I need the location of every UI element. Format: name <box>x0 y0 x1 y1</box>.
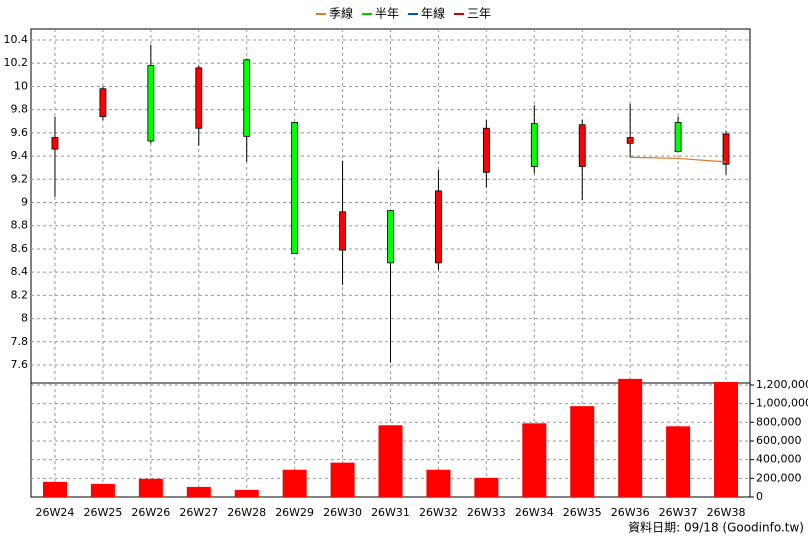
candle-body <box>482 127 490 173</box>
candle-body <box>674 122 682 152</box>
x-tick-label: 26W35 <box>563 506 602 519</box>
candle-body <box>195 67 203 129</box>
y-tick-label: 9.4 <box>11 149 29 162</box>
candle-body <box>51 137 59 150</box>
legend-label: 半年 <box>375 7 399 21</box>
volume-bar <box>42 481 67 497</box>
y-tick-label: 9.8 <box>11 103 29 116</box>
candle-body <box>578 124 586 167</box>
volume-bar <box>522 423 547 497</box>
y-tick-label: 10.4 <box>4 33 29 46</box>
y-tick-label: 9 <box>21 196 28 209</box>
volume-bar <box>474 477 499 497</box>
volume-bar <box>282 469 307 497</box>
candle-body <box>722 133 730 165</box>
y-tick-label: 10 <box>14 79 28 92</box>
volume-bar <box>426 469 451 497</box>
candle-body <box>243 59 251 137</box>
x-tick-label: 26W27 <box>179 506 218 519</box>
x-tick-label: 26W25 <box>83 506 122 519</box>
y-tick-label: 8.4 <box>11 265 29 278</box>
y2-tick-label: 400,000 <box>756 453 802 466</box>
y-tick-label: 8.6 <box>11 242 29 255</box>
x-tick-label: 26W32 <box>419 506 458 519</box>
volume-bar <box>186 486 211 497</box>
legend-label: 季線 <box>329 6 353 21</box>
y-tick-label: 8.8 <box>11 219 29 232</box>
y2-tick-label: 600,000 <box>756 434 802 447</box>
x-tick-label: 26W33 <box>467 506 506 519</box>
legend-label: 三年 <box>467 7 491 21</box>
x-tick-label: 26W30 <box>323 506 362 519</box>
candle-body <box>435 190 442 264</box>
y-tick-label: 7.6 <box>11 358 29 371</box>
x-tick-label: 26W38 <box>707 506 746 519</box>
y-tick-label: 7.8 <box>11 335 29 348</box>
volume-bar <box>666 426 691 497</box>
candle-body <box>99 88 107 118</box>
volume-bar <box>138 478 163 497</box>
y-tick-label: 9.6 <box>11 126 29 139</box>
x-tick-label: 26W24 <box>36 506 75 519</box>
x-tick-label: 26W36 <box>611 506 650 519</box>
y2-tick-label: 200,000 <box>756 471 802 484</box>
source-note: 資料日期: 09/18 (Goodinfo.tw) <box>628 521 804 535</box>
candle-body <box>626 137 634 144</box>
y-tick-label: 8.2 <box>11 288 29 301</box>
legend-label: 年線 <box>421 6 445 21</box>
volume-bar <box>714 381 739 497</box>
candle-body <box>291 122 299 254</box>
volume-bar <box>90 483 115 497</box>
volume-bar <box>330 462 355 497</box>
volume-bar <box>234 489 259 497</box>
x-tick-label: 26W34 <box>515 506 554 519</box>
volume-bar <box>618 378 643 497</box>
volume-bar <box>570 406 595 497</box>
y-tick-label: 10.2 <box>4 56 29 69</box>
candle-body <box>339 211 346 251</box>
x-tick-label: 26W29 <box>275 506 314 519</box>
x-tick-label: 26W37 <box>659 506 698 519</box>
x-tick-label: 26W31 <box>371 506 410 519</box>
y-tick-label: 9.2 <box>11 172 29 185</box>
y2-tick-label: 0 <box>756 490 763 503</box>
y2-tick-label: 1,200,000 <box>756 378 808 391</box>
y-tick-label: 8 <box>21 312 28 325</box>
ma-line <box>630 156 727 163</box>
volume-bar <box>378 425 403 497</box>
x-tick-label: 26W28 <box>227 506 266 519</box>
y2-tick-label: 800,000 <box>756 415 802 428</box>
y2-tick-label: 1,000,000 <box>756 397 808 410</box>
x-tick-label: 26W26 <box>131 506 170 519</box>
candle-body <box>387 210 394 264</box>
candle-body <box>530 123 538 167</box>
candle-body <box>147 65 155 142</box>
